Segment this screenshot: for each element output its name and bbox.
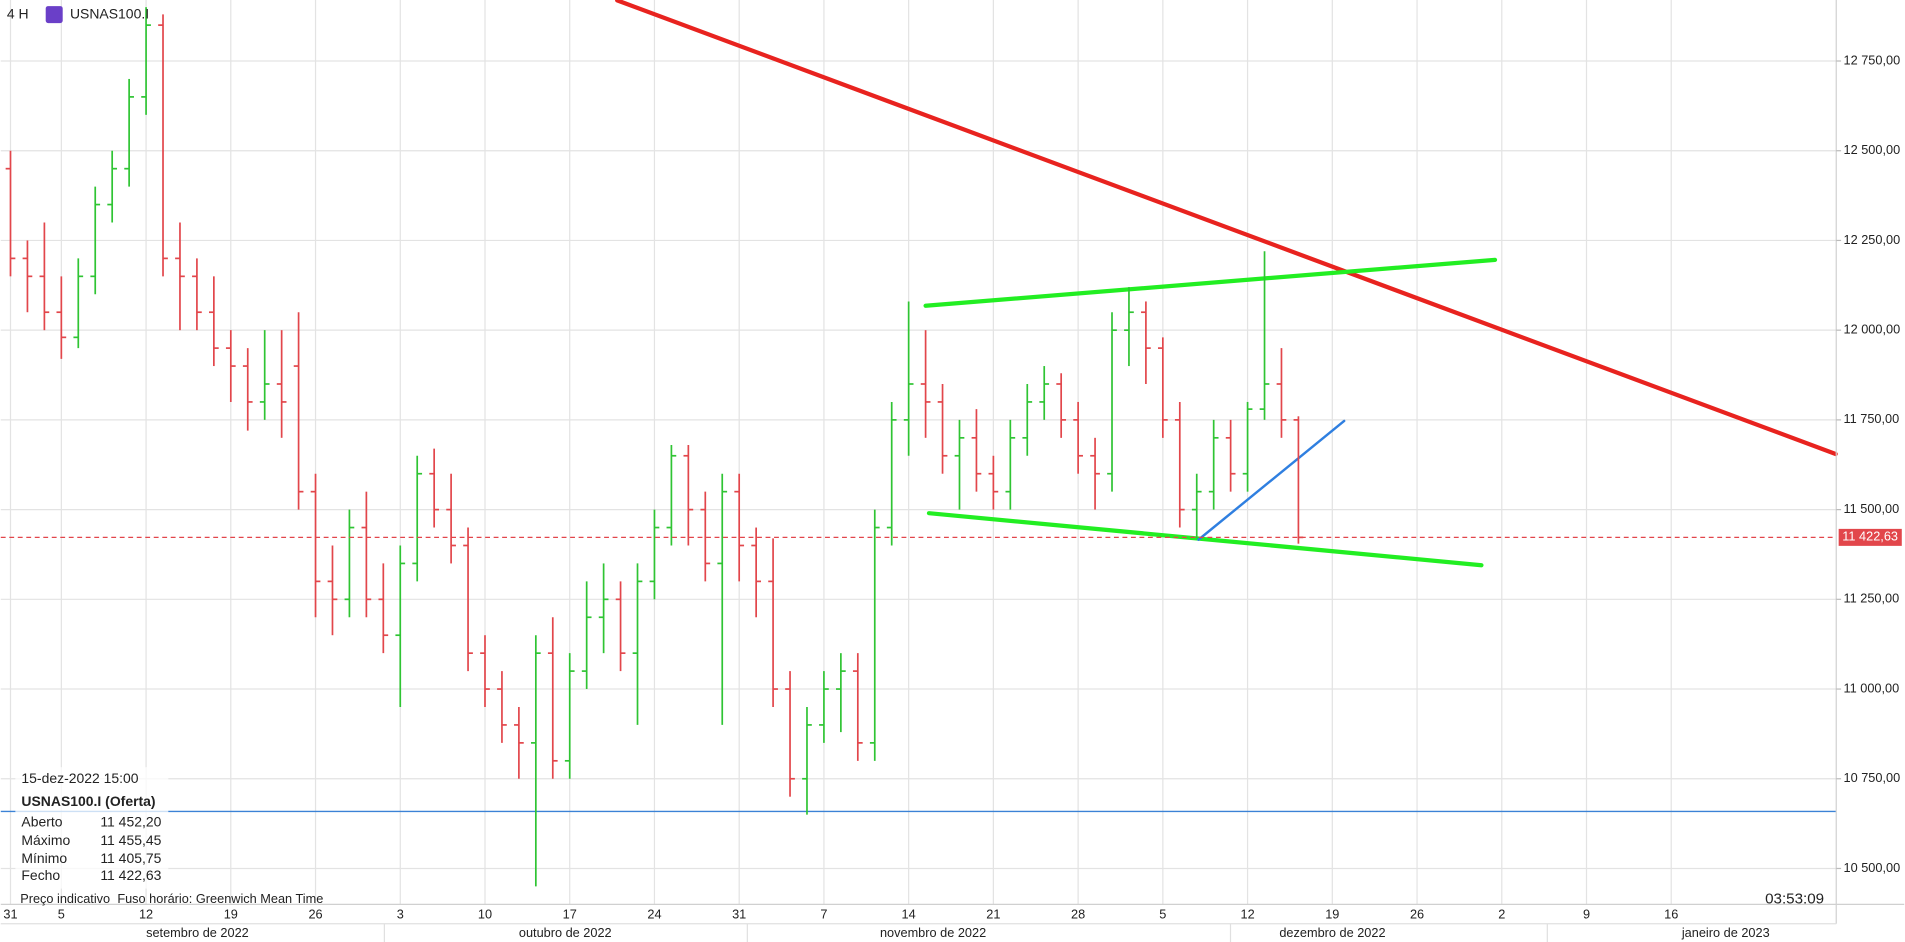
x-tick-label: 14	[902, 907, 916, 922]
interval[interactable]: 4 H	[7, 5, 29, 21]
info-value: 11 405,75	[100, 850, 161, 866]
month-label: dezembro de 2022	[1279, 925, 1385, 940]
x-tick-label: 5	[58, 907, 65, 922]
x-tick-label: 21	[986, 907, 1000, 922]
y-tick-label: 12 500,00	[1844, 142, 1901, 157]
info-value: 11 455,45	[100, 832, 161, 848]
x-tick-label: 26	[1410, 907, 1424, 922]
y-tick-label: 12 750,00	[1844, 52, 1901, 67]
info-panel	[15, 767, 169, 889]
clock: 03:53:09	[1765, 891, 1824, 908]
y-tick-label: 10 500,00	[1844, 860, 1901, 875]
trendline	[1197, 419, 1346, 541]
x-tick-label: 2	[1498, 907, 1505, 922]
x-tick-label: 12	[1240, 907, 1254, 922]
x-tick-label: 31	[3, 907, 17, 922]
info-label: Fecho	[21, 867, 60, 883]
y-tick-label: 11 000,00	[1844, 680, 1900, 695]
x-tick-label: 16	[1664, 907, 1678, 922]
month-label: novembro de 2022	[880, 925, 986, 940]
trendline	[926, 511, 1484, 568]
cfd-icon	[45, 6, 63, 24]
month-label: janeiro de 2023	[1681, 925, 1770, 940]
y-tick-label: 11 750,00	[1844, 411, 1900, 426]
y-tick-label: 11 250,00	[1844, 591, 1900, 606]
x-tick-label: 9	[1583, 907, 1590, 922]
x-tick-label: 5	[1159, 907, 1166, 922]
x-tick-label: 17	[563, 907, 577, 922]
x-tick-label: 31	[732, 907, 746, 922]
drawing-layer	[0, 0, 1838, 813]
y-tick-label: 10 750,00	[1844, 770, 1901, 785]
candle-layer	[5, 7, 1304, 887]
trendline	[615, 0, 1838, 457]
y-tick-label: 11 500,00	[1844, 501, 1900, 516]
info-value: 11 422,63	[100, 867, 161, 883]
info-value: 11 452,20	[100, 814, 161, 830]
trendline	[923, 257, 1498, 308]
last-price-label: 11 422,63	[1842, 529, 1898, 544]
y-tick-label: 12 250,00	[1844, 232, 1901, 247]
month-label: outubro de 2022	[519, 925, 612, 940]
info-label: Mínimo	[21, 850, 67, 866]
x-tick-label: 7	[820, 907, 827, 922]
last-price-tag	[1838, 528, 1902, 546]
x-tick-label: 26	[308, 907, 322, 922]
x-tick-label: 24	[647, 907, 661, 922]
footer-note: Preço indicativo	[20, 891, 110, 906]
y-tick-label: 12 000,00	[1844, 322, 1901, 337]
grid-layer	[0, 0, 1837, 905]
symbol[interactable]: USNAS100.I	[70, 5, 149, 21]
info-label: Aberto	[21, 814, 62, 830]
x-tick-label: 10	[478, 907, 492, 922]
x-tick-label: 3	[397, 907, 404, 922]
month-label: setembro de 2022	[146, 925, 249, 940]
info-label: Máximo	[21, 832, 70, 848]
footer-timezone: Fuso horário: Greenwich Mean Time	[117, 891, 323, 906]
info-date: 15-dez-2022 15:00	[21, 770, 138, 786]
x-tick-label: 19	[224, 907, 238, 922]
x-tick-label: 12	[139, 907, 153, 922]
info-title: USNAS100.I (Oferta)	[21, 793, 155, 809]
x-tick-label: 28	[1071, 907, 1085, 922]
x-tick-label: 19	[1325, 907, 1339, 922]
